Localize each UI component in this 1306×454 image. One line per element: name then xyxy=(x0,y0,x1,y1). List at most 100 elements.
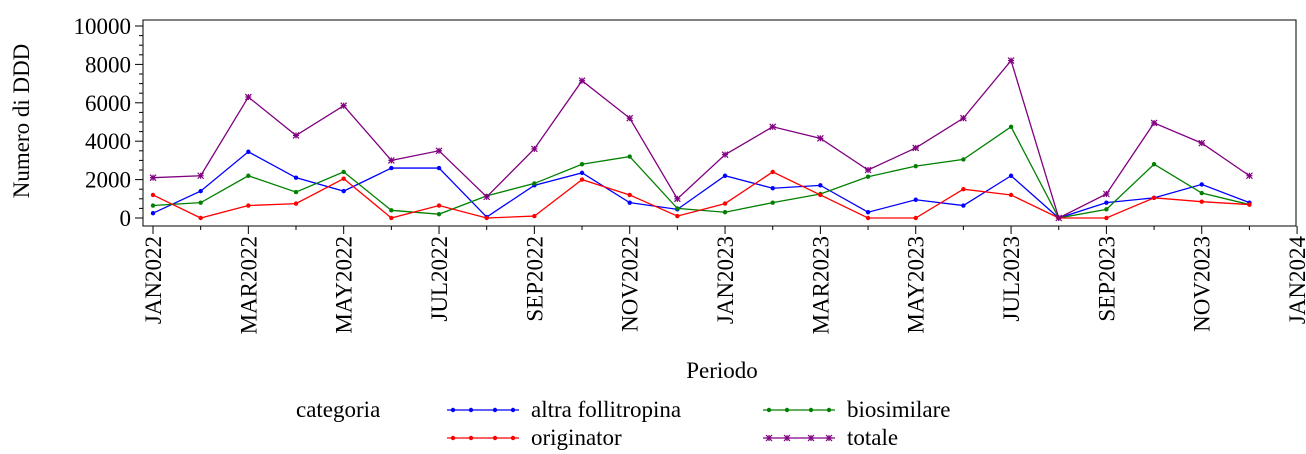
legend-label-totale: totale xyxy=(847,425,898,450)
legend-marker-totale xyxy=(807,434,815,442)
legend-marker-altra-follitropina xyxy=(468,407,474,413)
data-point-totale xyxy=(864,166,872,174)
data-point-totale xyxy=(816,134,824,142)
data-point-originator xyxy=(436,203,442,208)
data-point-totale xyxy=(721,151,729,159)
data-point-originator xyxy=(627,192,632,198)
y-tick-label: 2000 xyxy=(85,168,131,193)
data-point-originator xyxy=(770,169,775,175)
data-point-altra-follitropina xyxy=(150,211,156,216)
x-tick-label: NOV2023 xyxy=(1190,236,1215,332)
data-point-altra-follitropina xyxy=(818,183,823,188)
data-point-totale xyxy=(1245,172,1253,180)
legend-marker-altra-follitropina xyxy=(510,407,516,413)
series-line-originator xyxy=(152,171,1250,219)
data-point-originator xyxy=(961,187,966,192)
data-point-biosimilare xyxy=(1151,162,1157,167)
y-tick-label: 6000 xyxy=(85,91,131,116)
data-point-altra-follitropina xyxy=(389,165,394,171)
data-point-altra-follitropina xyxy=(865,210,871,215)
y-tick-label: 10000 xyxy=(74,14,132,39)
data-point-biosimilare xyxy=(1008,124,1014,129)
legend-title: categoria xyxy=(296,397,380,422)
legend-item-originator: originator xyxy=(447,425,622,450)
data-point-biosimilare xyxy=(722,210,728,215)
data-point-biosimilare xyxy=(627,154,632,159)
plot-border xyxy=(142,19,1297,227)
data-point-originator xyxy=(1199,199,1204,204)
data-point-totale xyxy=(1198,139,1206,147)
data-point-originator xyxy=(484,215,489,221)
data-point-originator xyxy=(865,215,871,221)
x-tick-label: MAY2023 xyxy=(904,236,929,334)
data-point-biosimilare xyxy=(532,181,537,186)
data-point-biosimilare xyxy=(198,200,203,205)
series-biosimilare xyxy=(150,124,1252,221)
data-point-totale xyxy=(530,145,538,153)
data-point-totale xyxy=(387,156,395,164)
x-tick-label: JAN2022 xyxy=(141,236,166,324)
legend-marker-biosimilare xyxy=(784,407,790,413)
x-tick-label: SEP2022 xyxy=(522,236,547,322)
data-point-altra-follitropina xyxy=(1008,173,1014,178)
legend-item-altra-follitropina: altra follitropina xyxy=(447,397,681,422)
legend-marker-altra-follitropina xyxy=(450,407,456,413)
data-point-altra-follitropina xyxy=(579,170,585,176)
data-point-originator xyxy=(532,213,537,219)
legend-label-altra-follitropina: altra follitropina xyxy=(531,397,681,422)
data-point-biosimilare xyxy=(961,157,966,162)
data-point-originator xyxy=(1008,192,1014,198)
legend-marker-totale xyxy=(783,434,791,442)
data-point-totale xyxy=(483,193,491,201)
series-originator xyxy=(150,169,1252,221)
data-point-biosimilare xyxy=(436,211,442,217)
data-point-originator xyxy=(1151,195,1157,201)
x-axis-tick-labels: JAN2022 MAR2022 MAY2022 JUL2022 SEP2022 NOV20… xyxy=(141,236,1306,335)
series-line-altra-follitropina xyxy=(152,150,1250,219)
data-point-totale xyxy=(149,174,157,182)
data-point-totale xyxy=(769,123,777,131)
legend-marker-originator xyxy=(450,435,456,441)
data-point-altra-follitropina xyxy=(436,165,442,171)
data-point-originator xyxy=(246,203,251,208)
data-point-altra-follitropina xyxy=(722,173,728,178)
data-point-biosimilare xyxy=(1104,207,1109,212)
data-point-altra-follitropina xyxy=(913,197,918,202)
data-point-biosimilare xyxy=(770,200,775,205)
data-point-originator xyxy=(818,192,823,198)
data-point-totale xyxy=(340,102,348,110)
data-point-biosimilare xyxy=(579,162,585,167)
series-totale xyxy=(149,57,1253,222)
data-point-totale xyxy=(578,77,586,85)
data-point-totale xyxy=(912,144,920,152)
data-point-originator xyxy=(1104,215,1109,221)
x-axis-title: Periodo xyxy=(686,358,758,383)
legend-label-originator: originator xyxy=(531,425,622,450)
data-point-altra-follitropina xyxy=(770,186,775,191)
series-layer xyxy=(149,57,1253,222)
data-point-totale xyxy=(1150,119,1158,127)
data-point-originator xyxy=(150,192,156,198)
x-tick-label: MAR2023 xyxy=(808,236,833,334)
x-tick-label: JAN2023 xyxy=(713,236,738,324)
legend-marker-totale xyxy=(765,434,773,442)
data-point-originator xyxy=(389,215,394,221)
data-point-altra-follitropina xyxy=(961,203,966,208)
data-point-biosimilare xyxy=(1199,190,1204,196)
data-point-originator xyxy=(293,201,299,206)
data-point-totale xyxy=(673,195,681,203)
data-point-totale xyxy=(244,93,252,101)
legend-marker-biosimilare xyxy=(766,407,772,413)
x-tick-label: JUL2023 xyxy=(999,236,1024,322)
legend-item-totale: totale xyxy=(763,425,898,450)
legend-marker-biosimilare xyxy=(808,407,814,413)
y-tick-label: 4000 xyxy=(85,129,131,154)
data-point-altra-follitropina xyxy=(246,149,251,154)
data-point-biosimilare xyxy=(675,206,680,211)
data-point-totale xyxy=(1102,190,1110,198)
data-point-totale xyxy=(1007,57,1015,64)
y-tick-label: 0 xyxy=(120,206,132,231)
x-tick-label: MAR2022 xyxy=(236,236,261,334)
legend-marker-originator xyxy=(510,435,516,441)
data-point-biosimilare xyxy=(150,203,156,208)
